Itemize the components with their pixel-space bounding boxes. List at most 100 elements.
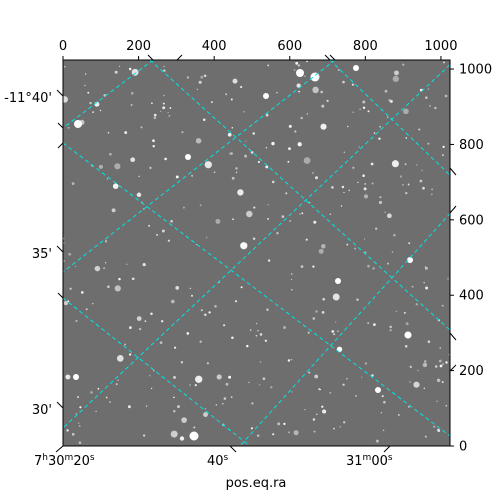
star: [337, 330, 339, 333]
star: [357, 181, 359, 184]
star: [92, 111, 94, 113]
star: [159, 110, 162, 112]
star: [436, 378, 441, 383]
star: [416, 164, 418, 166]
bright-star: [310, 72, 320, 82]
star: [362, 100, 366, 104]
star: [118, 65, 121, 67]
world-tick-mark-10: [449, 205, 457, 214]
star: [117, 379, 119, 381]
star: [128, 67, 132, 71]
star: [387, 262, 389, 265]
star: [63, 260, 66, 262]
x-axis-label: pos.eq.ra: [226, 476, 287, 491]
world-tick-mark-12: [449, 364, 457, 372]
star: [266, 308, 269, 311]
star: [348, 189, 350, 192]
star: [249, 329, 252, 331]
star: [161, 320, 164, 323]
star: [439, 347, 442, 349]
star: [404, 312, 406, 314]
star: [231, 176, 235, 180]
star: [297, 64, 301, 67]
star: [304, 75, 306, 77]
star: [276, 232, 279, 235]
star: [206, 362, 210, 365]
star: [375, 227, 378, 230]
star: [305, 238, 308, 241]
star: [392, 75, 399, 83]
star: [358, 146, 360, 148]
star: [347, 125, 349, 128]
star: [251, 402, 254, 405]
star: [78, 422, 80, 424]
star: [361, 376, 363, 378]
top-tick-label-5: 1000: [424, 39, 457, 54]
world-tick-mark-4: [56, 245, 64, 253]
star: [288, 147, 291, 151]
star: [105, 396, 108, 399]
star: [156, 234, 158, 236]
star: [177, 405, 180, 409]
right-pixel-axis: 0 200 400 600 800 1000: [450, 63, 492, 455]
star: [343, 191, 345, 194]
star: [289, 220, 292, 222]
star: [321, 244, 326, 249]
star: [381, 395, 384, 398]
star: [75, 412, 78, 415]
star: [373, 132, 376, 134]
star: [307, 331, 310, 334]
star: [378, 200, 383, 205]
star: [248, 381, 250, 384]
bright-star: [404, 331, 412, 339]
star: [411, 285, 414, 288]
right-tick-label-2: 400: [459, 289, 484, 304]
grid-line-0: [63, 60, 154, 129]
star: [181, 417, 187, 423]
star: [163, 69, 166, 72]
star: [362, 174, 365, 177]
star: [225, 93, 228, 96]
world-tick-mark-3: [56, 89, 64, 97]
right-tick-label-4: 800: [459, 138, 484, 153]
star: [431, 188, 433, 191]
star: [153, 116, 157, 120]
star: [107, 285, 110, 289]
star: [138, 327, 142, 331]
star: [118, 277, 121, 281]
star: [167, 239, 171, 242]
star: [422, 186, 425, 190]
star: [106, 178, 109, 180]
star: [169, 107, 172, 109]
star: [193, 426, 196, 429]
star: [162, 106, 166, 110]
star: [405, 191, 408, 195]
star: [215, 218, 221, 224]
star: [341, 185, 345, 189]
star: [312, 317, 316, 320]
star: [65, 374, 71, 380]
star: [367, 322, 370, 325]
star: [433, 425, 436, 428]
world-tick-mark-16: [324, 54, 331, 61]
star: [78, 425, 81, 427]
star: [71, 432, 75, 436]
star: [339, 426, 342, 428]
world-tick-mark-2: [383, 445, 391, 453]
star: [389, 99, 393, 103]
star: [142, 262, 146, 267]
star: [422, 362, 428, 368]
star: [255, 322, 258, 325]
star: [223, 324, 226, 327]
star: [419, 179, 423, 183]
star: [150, 387, 153, 390]
star: [322, 409, 327, 414]
star: [246, 210, 253, 218]
bright-star: [375, 387, 381, 393]
star: [389, 329, 392, 332]
grid-line-1: [63, 60, 336, 273]
star: [314, 374, 319, 379]
star: [321, 311, 325, 314]
star: [291, 273, 293, 275]
star: [66, 429, 69, 432]
